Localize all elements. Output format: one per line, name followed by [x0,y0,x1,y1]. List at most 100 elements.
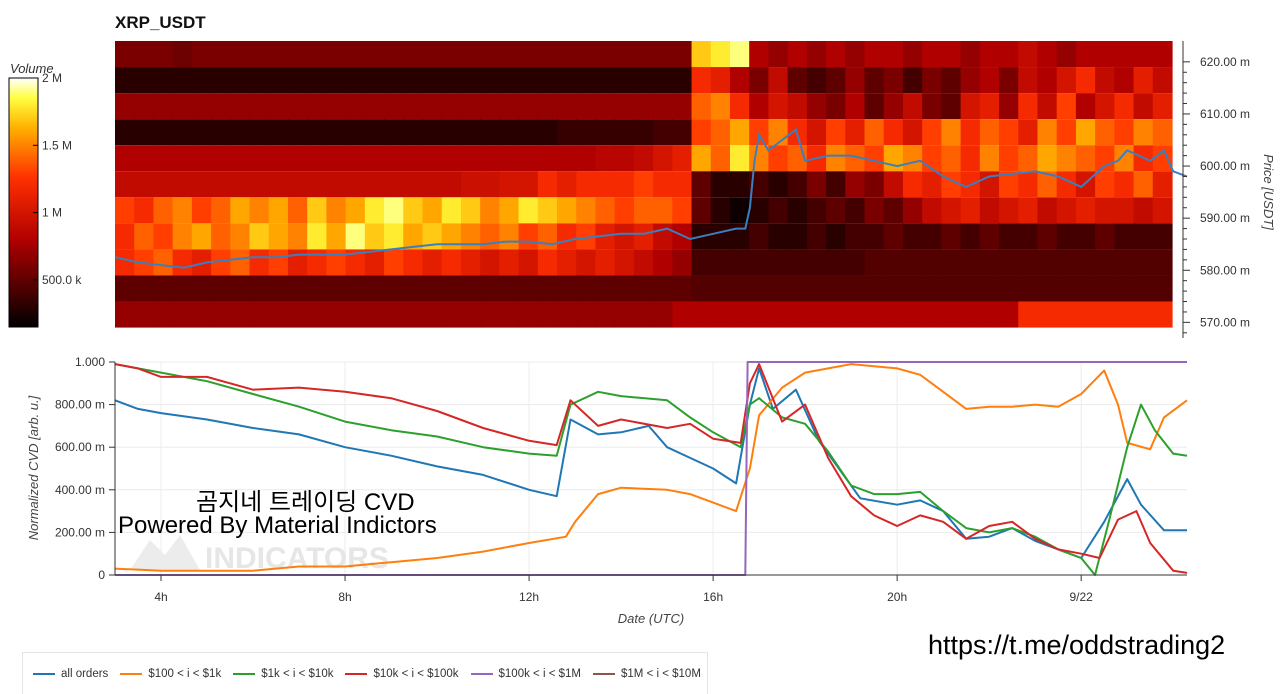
heatmap-cell [172,223,193,250]
heatmap-cell [403,301,424,328]
heatmap-cell [806,197,827,224]
heatmap-cell [134,41,155,68]
heatmap-cell [249,41,270,68]
heatmap-cell [307,119,327,146]
heatmap-cell [1075,67,1096,94]
heatmap-cell [460,301,481,328]
colorbar-tick-label: 500.0 k [42,273,82,287]
price-tick-label: 610.00 m [1200,107,1250,121]
heatmap-cell [902,93,923,120]
cvd-series-line [114,363,1188,574]
heatmap-cell [922,67,942,94]
heatmap-cell [633,67,654,94]
heatmap-cell [1037,223,1058,250]
heatmap-cell [672,119,693,146]
heatmap-cell [153,119,174,146]
heatmap-cell [134,93,155,120]
heatmap-cell [403,197,424,224]
legend-item[interactable]: $10k < i < $100k [345,668,459,680]
legend-item[interactable]: $1M < i < $10M [593,668,701,680]
heatmap-cell [845,249,866,276]
heatmap-cell [326,67,347,94]
legend-item[interactable]: all orders [33,668,108,680]
heatmap-cell [749,41,770,68]
heatmap-cell [826,301,846,328]
heatmap-cell [268,301,289,328]
heatmap-cell [441,275,462,302]
heatmap-cell [941,93,962,120]
heatmap-cell [999,301,1019,328]
heatmap-cell [729,275,750,302]
heatmap-cell [922,275,942,302]
heatmap-cell [480,41,500,68]
heatmap-cell [787,275,808,302]
heatmap-cell [268,145,289,172]
heatmap-cell [1095,41,1115,68]
heatmap-cell [653,145,673,172]
legend-swatch [233,673,256,675]
heatmap-cell [729,41,750,68]
heatmap [115,41,1173,328]
heatmap-cell [441,223,462,250]
heatmap-cell [614,275,635,302]
heatmap-cell [1075,223,1096,250]
heatmap-cell [1037,67,1058,94]
heatmap-cell [1152,301,1173,328]
telegram-link[interactable]: https://t.me/oddstrading2 [928,630,1226,660]
heatmap-cell [633,41,654,68]
heatmap-cell [768,41,789,68]
heatmap-cell [710,171,731,198]
heatmap-cell [595,301,616,328]
heatmap-cell [557,171,577,198]
heatmap-cell [1152,41,1173,68]
heatmap-cell [153,41,174,68]
heatmap-cell [268,249,289,276]
heatmap-cell [518,249,539,276]
heatmap-cell [1133,41,1154,68]
heatmap-cell [230,67,251,94]
heatmap-cell [1152,197,1173,224]
heatmap-cell [364,171,385,198]
heatmap-cell [211,275,231,302]
heatmap-cell [172,119,193,146]
heatmap-cell [460,223,481,250]
heatmap-cell [287,93,308,120]
price-line-layer [114,127,1188,269]
heatmap-cell [979,275,1000,302]
heatmap-cell [710,249,731,276]
heatmap-cell [211,145,231,172]
cvd-y-tick-label: 1.000 [75,355,105,369]
price-tick-label: 590.00 m [1200,211,1250,225]
heatmap-cell [1152,93,1173,120]
heatmap-cell [499,67,520,94]
cvd-series-line [114,363,1188,576]
heatmap-cell [153,275,174,302]
heatmap-cell [864,171,885,198]
cvd-x-tick-label: 9/22 [1070,590,1094,604]
heatmap-cell [441,249,462,276]
heatmap-cell [979,223,1000,250]
heatmap-cell [460,171,481,198]
heatmap-cell [537,145,558,172]
cvd-series-line [114,363,1188,572]
heatmap-cell [1018,249,1039,276]
heatmap-cell [999,275,1019,302]
cvd-y-tick-label: 0 [98,568,105,582]
heatmap-cell [172,275,193,302]
legend-item[interactable]: $100 < i < $1k [120,668,221,680]
heatmap-cell [691,93,712,120]
heatmap-cell [710,41,731,68]
legend-swatch [33,673,55,675]
heatmap-cell [153,145,174,172]
heatmap-cell [999,223,1019,250]
heatmap-cell [999,197,1019,224]
heatmap-cell [595,275,616,302]
heatmap-cell [614,67,635,94]
heatmap-cell [960,145,981,172]
heatmap-cell [480,197,500,224]
legend-item[interactable]: $100k < i < $1M [470,668,581,680]
heatmap-cell [672,197,693,224]
heatmap-cell [557,93,577,120]
heatmap-cell [249,67,270,94]
legend-item[interactable]: $1k < i < $10k [233,668,333,680]
